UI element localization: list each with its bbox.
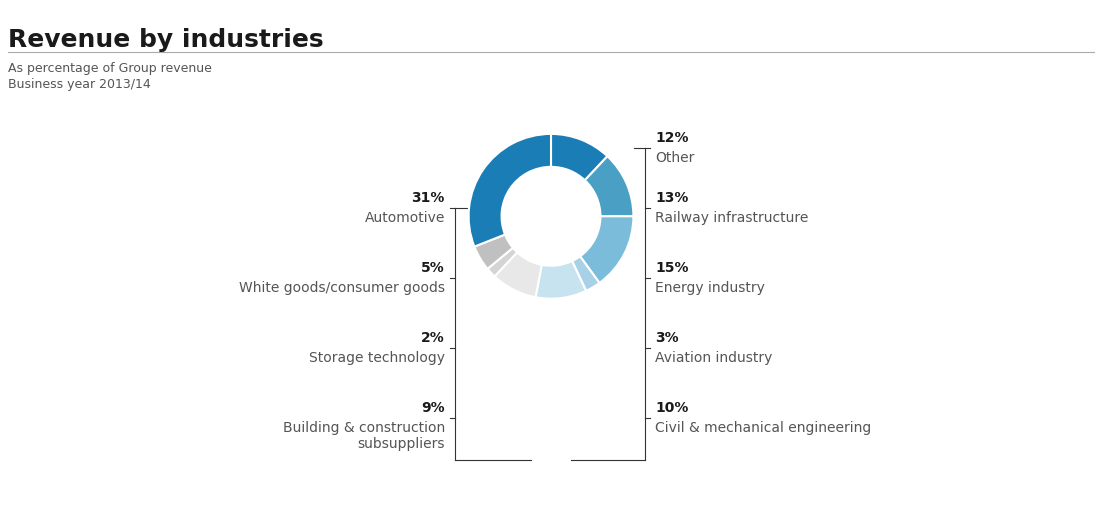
Text: 2%: 2% <box>421 331 445 345</box>
Text: 10%: 10% <box>655 401 689 415</box>
Text: 13%: 13% <box>655 191 689 205</box>
Text: Automotive: Automotive <box>365 211 445 225</box>
Wedge shape <box>487 248 517 277</box>
Text: Aviation industry: Aviation industry <box>655 351 773 365</box>
Text: Other: Other <box>655 151 694 165</box>
Wedge shape <box>572 256 599 291</box>
Text: Railway infrastructure: Railway infrastructure <box>655 211 809 225</box>
Text: Business year 2013/14: Business year 2013/14 <box>8 78 151 91</box>
Text: 31%: 31% <box>412 191 445 205</box>
Wedge shape <box>468 134 551 247</box>
Text: 12%: 12% <box>655 131 689 145</box>
Wedge shape <box>551 134 607 180</box>
Text: 9%: 9% <box>421 401 445 415</box>
Text: Energy industry: Energy industry <box>655 281 765 295</box>
Text: 5%: 5% <box>421 261 445 275</box>
Text: Civil & mechanical engineering: Civil & mechanical engineering <box>655 421 872 435</box>
Wedge shape <box>474 234 512 269</box>
Wedge shape <box>580 216 634 283</box>
Text: Building & construction
subsuppliers: Building & construction subsuppliers <box>283 421 445 451</box>
Text: As percentage of Group revenue: As percentage of Group revenue <box>8 62 212 75</box>
Text: Storage technology: Storage technology <box>309 351 445 365</box>
Text: 3%: 3% <box>655 331 679 345</box>
Wedge shape <box>495 252 542 297</box>
Wedge shape <box>585 156 634 216</box>
Text: White goods/consumer goods: White goods/consumer goods <box>239 281 445 295</box>
Wedge shape <box>536 261 586 299</box>
Text: Revenue by industries: Revenue by industries <box>8 28 324 52</box>
Text: 15%: 15% <box>655 261 689 275</box>
